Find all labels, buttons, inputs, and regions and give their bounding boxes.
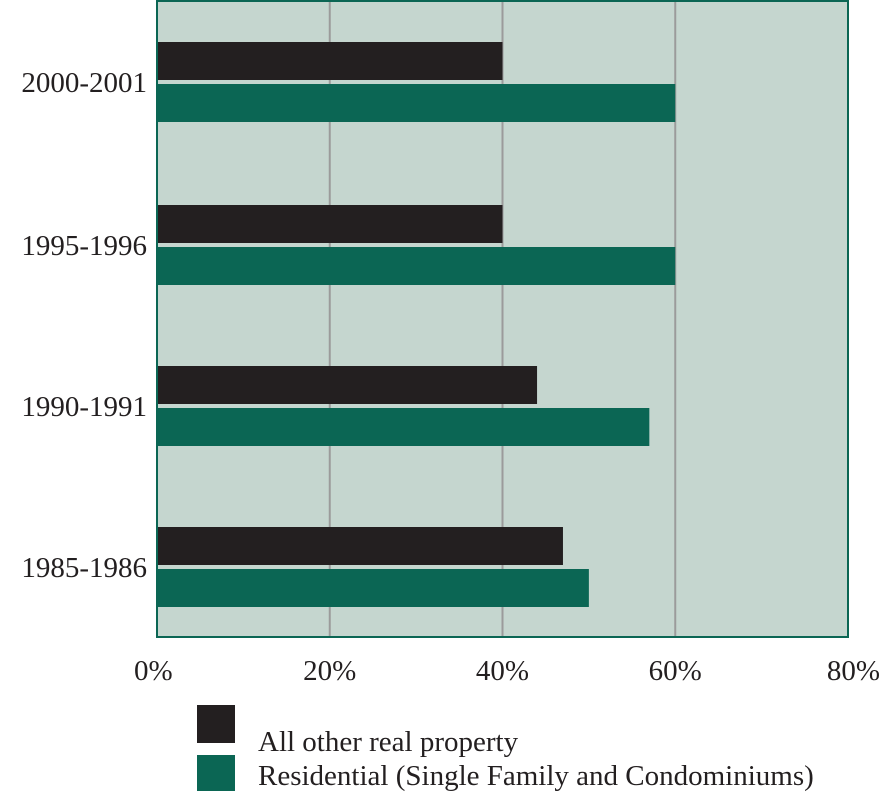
x-tick-label: 40% bbox=[476, 655, 529, 687]
x-tick-label: 0% bbox=[134, 655, 173, 687]
plot-frame bbox=[156, 0, 849, 638]
bar-residential bbox=[157, 247, 676, 285]
bar-other-real-property bbox=[157, 527, 563, 565]
legend-label: All other real property bbox=[258, 726, 519, 758]
category-labels: 2000-2001 1995-1996 1990-1991 1985-1986 bbox=[21, 67, 147, 584]
bar-other-real-property bbox=[157, 366, 538, 404]
legend-swatch bbox=[197, 705, 235, 743]
bar-residential bbox=[157, 569, 589, 607]
bars bbox=[157, 42, 676, 607]
category-label: 1990-1991 bbox=[21, 391, 147, 423]
category-label: 2000-2001 bbox=[21, 67, 147, 99]
legend-label: Residential (Single Family and Condomini… bbox=[258, 760, 814, 792]
x-tick-label: 20% bbox=[303, 655, 356, 687]
bar-other-real-property bbox=[157, 205, 503, 243]
bar-residential bbox=[157, 84, 676, 122]
x-tick-label: 60% bbox=[649, 655, 702, 687]
bar-residential bbox=[157, 408, 650, 446]
bar-other-real-property bbox=[157, 42, 503, 80]
category-label: 1985-1986 bbox=[21, 552, 147, 584]
x-axis-tick-labels: 0% 20% 40% 60% 80% bbox=[134, 655, 880, 687]
category-label: 1995-1996 bbox=[21, 230, 147, 262]
x-tick-label: 80% bbox=[827, 655, 880, 687]
legend-swatch bbox=[197, 755, 235, 791]
